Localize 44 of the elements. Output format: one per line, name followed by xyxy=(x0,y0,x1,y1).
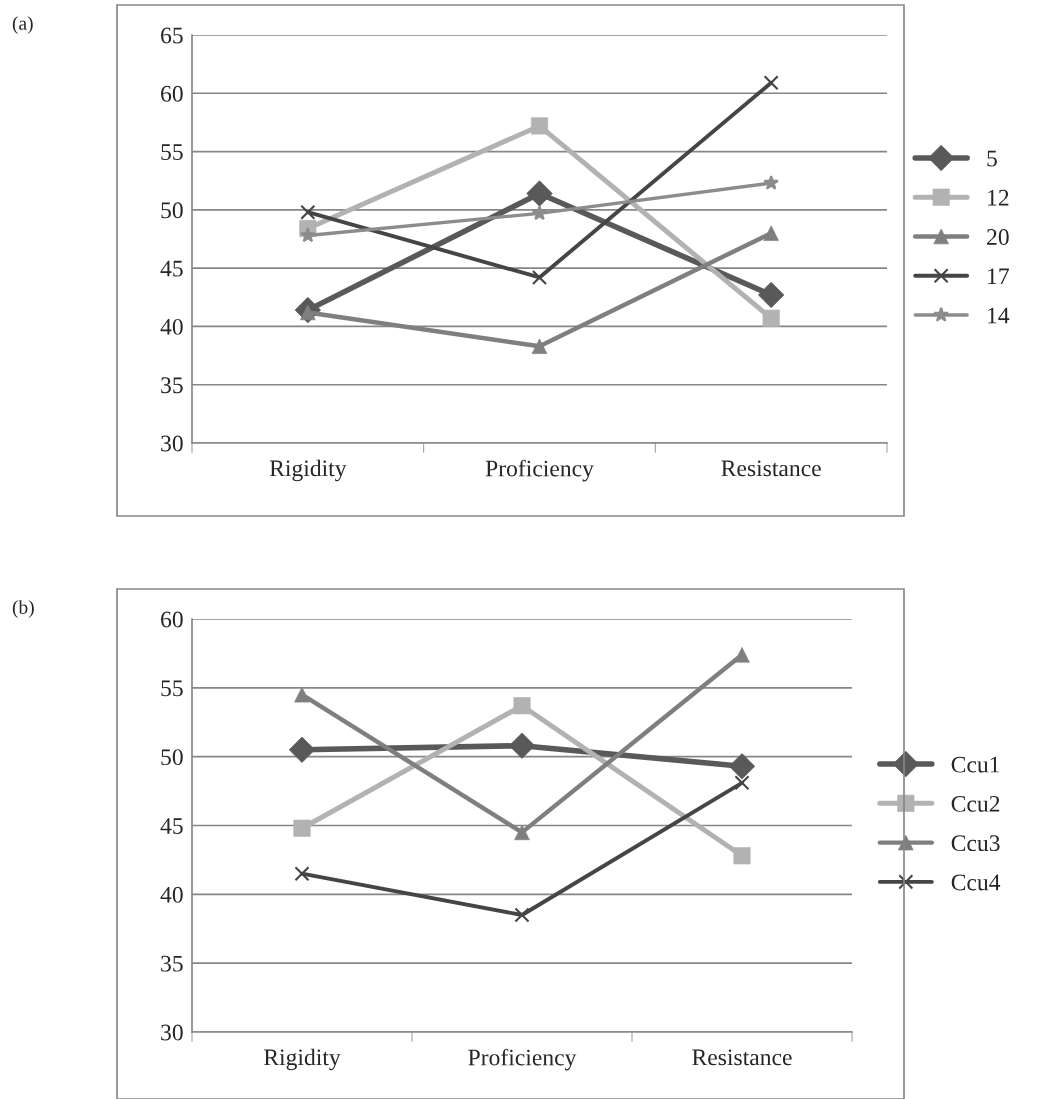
point xyxy=(514,907,530,923)
point xyxy=(763,75,779,91)
y-tick-label: 60 xyxy=(161,611,183,628)
y-tick-label: 35 xyxy=(161,377,183,394)
x-tick-label: Proficiency xyxy=(468,1048,577,1071)
text: (b) xyxy=(12,600,34,618)
text: (a) xyxy=(12,16,33,34)
legend-label: 17 xyxy=(988,268,1009,285)
point xyxy=(514,824,530,841)
y-tick-label: 30 xyxy=(161,435,183,452)
point xyxy=(531,205,548,221)
y-tick-label: 60 xyxy=(161,85,183,102)
y-tick-label: 35 xyxy=(161,955,183,972)
point xyxy=(294,866,310,882)
legend-label: 12 xyxy=(988,189,1009,206)
y-tick-label: 40 xyxy=(160,886,183,903)
x-tick-label: Resistance xyxy=(721,460,821,477)
x-tick-label: Resistance xyxy=(692,1049,792,1066)
point xyxy=(734,775,750,791)
y-tick-label: 55 xyxy=(161,144,183,160)
x-tick-label: Rigidity xyxy=(263,1048,341,1071)
legend-label: Ccu2 xyxy=(951,795,1000,812)
y-tick-label: 40 xyxy=(160,318,183,335)
point xyxy=(531,338,548,354)
y-tick-label: 65 xyxy=(161,27,183,44)
y-tick-label: 45 xyxy=(160,260,183,277)
legend-label: 14 xyxy=(988,307,1010,324)
legend-label: Ccu3 xyxy=(951,835,1000,852)
point xyxy=(300,204,316,220)
legend-label: Ccu1 xyxy=(951,756,1000,773)
legend-label: 20 xyxy=(987,229,1009,245)
point xyxy=(531,269,548,286)
y-tick-label: 50 xyxy=(161,202,183,219)
point xyxy=(300,227,316,243)
point xyxy=(288,736,316,763)
y-tick-label: 30 xyxy=(161,1024,183,1041)
y-tick-label: 55 xyxy=(161,680,183,697)
legend-label: 5 xyxy=(987,150,997,167)
x-tick-label: Rigidity xyxy=(269,459,347,482)
x-tick-label: Proficiency xyxy=(485,459,594,482)
legend-label: Ccu4 xyxy=(951,874,1001,891)
y-tick-label: 45 xyxy=(160,818,183,834)
point xyxy=(763,174,779,190)
y-tick-label: 50 xyxy=(161,749,183,766)
